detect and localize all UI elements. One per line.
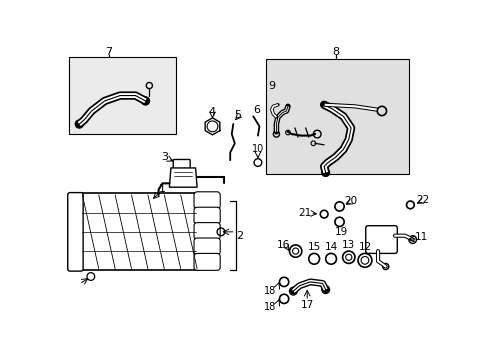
- Text: 7: 7: [105, 48, 112, 58]
- Text: 3: 3: [161, 152, 168, 162]
- Bar: [266, 59, 408, 174]
- FancyBboxPatch shape: [173, 159, 190, 169]
- Text: 18: 18: [264, 302, 276, 311]
- Bar: [68, 57, 176, 134]
- FancyBboxPatch shape: [194, 222, 220, 239]
- Text: 10: 10: [251, 144, 264, 154]
- Text: 21: 21: [298, 208, 311, 217]
- FancyBboxPatch shape: [194, 253, 220, 270]
- Polygon shape: [169, 168, 197, 187]
- Text: 5: 5: [234, 110, 241, 120]
- Text: 11: 11: [414, 232, 427, 242]
- Bar: [71, 193, 200, 270]
- Text: 22: 22: [415, 195, 428, 205]
- Text: 1: 1: [159, 184, 165, 194]
- Text: 2: 2: [235, 231, 243, 241]
- FancyBboxPatch shape: [194, 238, 220, 255]
- Text: 20: 20: [344, 196, 357, 206]
- Text: 16: 16: [276, 240, 289, 250]
- FancyBboxPatch shape: [365, 226, 396, 253]
- FancyBboxPatch shape: [194, 207, 220, 224]
- FancyBboxPatch shape: [68, 193, 83, 271]
- Text: 12: 12: [358, 242, 371, 252]
- Text: 8: 8: [331, 48, 339, 58]
- Text: 14: 14: [324, 242, 337, 252]
- Text: 15: 15: [307, 242, 320, 252]
- Text: 13: 13: [342, 240, 355, 250]
- Text: 19: 19: [334, 227, 347, 237]
- Text: 17: 17: [300, 300, 313, 310]
- Text: 6: 6: [252, 105, 259, 115]
- Text: 18: 18: [264, 286, 276, 296]
- FancyBboxPatch shape: [194, 192, 220, 209]
- Text: 4: 4: [208, 108, 216, 117]
- Text: 9: 9: [268, 81, 275, 91]
